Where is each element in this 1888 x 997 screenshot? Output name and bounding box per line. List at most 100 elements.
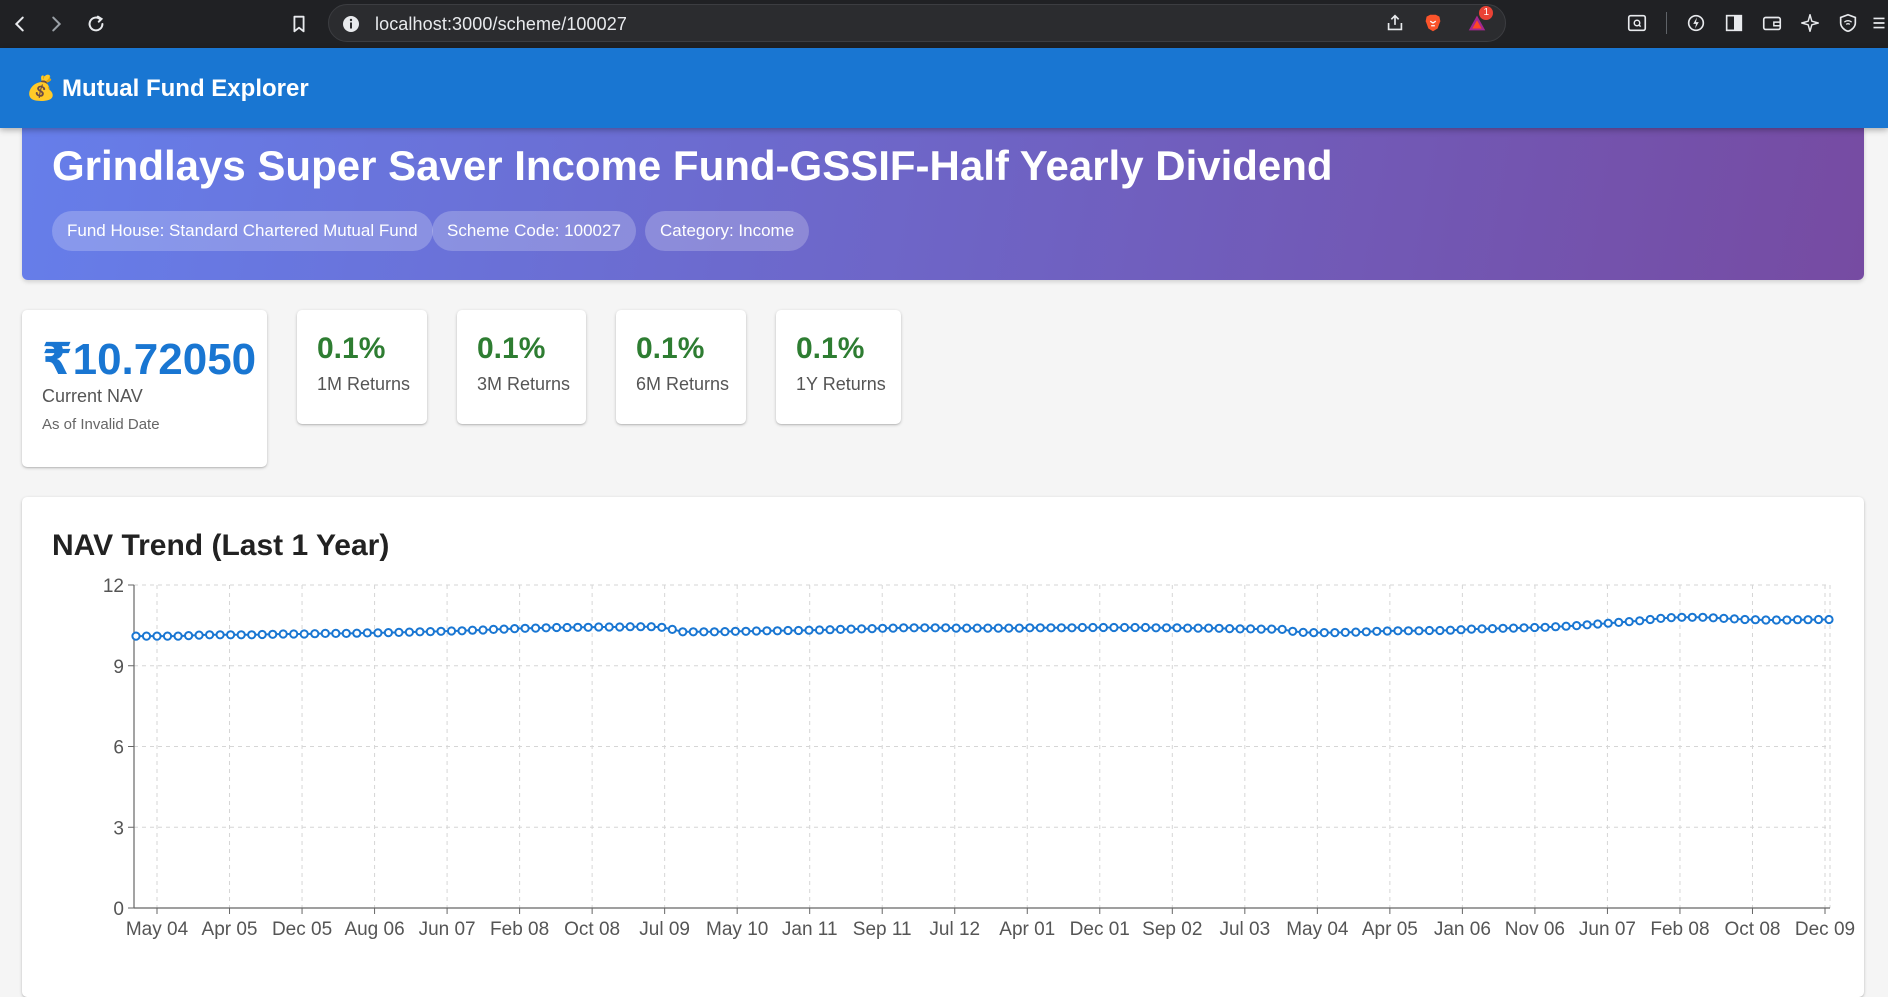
nav-data-point[interactable] xyxy=(1330,628,1340,638)
nav-data-point[interactable] xyxy=(278,629,288,639)
nav-data-point[interactable] xyxy=(1193,623,1203,633)
nav-data-point[interactable] xyxy=(1761,615,1771,625)
nav-data-point[interactable] xyxy=(1561,621,1571,631)
nav-data-point[interactable] xyxy=(394,627,404,637)
nav-data-point[interactable] xyxy=(1540,622,1550,632)
nav-data-point[interactable] xyxy=(646,622,656,632)
nav-data-point[interactable] xyxy=(1771,615,1782,625)
address-bar[interactable]: localhost:3000/scheme/100027 1 xyxy=(328,4,1506,42)
nav-data-point[interactable] xyxy=(1235,624,1245,634)
nav-data-point[interactable] xyxy=(1046,623,1056,633)
nav-data-point[interactable] xyxy=(478,625,488,635)
nav-data-point[interactable] xyxy=(1298,627,1308,637)
nav-data-point[interactable] xyxy=(236,630,246,640)
nav-data-point[interactable] xyxy=(226,630,236,640)
wallet-button[interactable] xyxy=(1758,9,1786,37)
nav-data-point[interactable] xyxy=(1225,624,1235,634)
nav-data-point[interactable] xyxy=(962,623,972,633)
nav-data-point[interactable] xyxy=(310,629,320,639)
nav-data-point[interactable] xyxy=(1424,625,1435,636)
nav-data-point[interactable] xyxy=(552,622,562,633)
nav-data-point[interactable] xyxy=(1487,624,1498,634)
nav-data-point[interactable] xyxy=(1151,623,1161,633)
nav-data-point[interactable] xyxy=(625,622,635,632)
nav-data-point[interactable] xyxy=(1466,624,1477,634)
nav-data-point[interactable] xyxy=(699,627,709,637)
nav-data-point[interactable] xyxy=(1098,622,1109,633)
nav-data-point[interactable] xyxy=(362,628,372,638)
nav-data-point[interactable] xyxy=(867,624,877,634)
vpn-button[interactable] xyxy=(1834,9,1862,37)
nav-data-point[interactable] xyxy=(615,622,625,632)
nav-data-point[interactable] xyxy=(1803,615,1813,625)
nav-data-point[interactable] xyxy=(1582,620,1592,630)
forward-button[interactable] xyxy=(40,8,72,40)
nav-data-point[interactable] xyxy=(184,631,194,641)
nav-data-point[interactable] xyxy=(1393,626,1403,636)
nav-data-point[interactable] xyxy=(1161,623,1172,633)
nav-data-point[interactable] xyxy=(1698,612,1708,622)
reload-button[interactable] xyxy=(80,8,112,40)
nav-data-point[interactable] xyxy=(720,627,730,637)
nav-data-point[interactable] xyxy=(1246,624,1256,634)
nav-data-point[interactable] xyxy=(951,623,961,633)
nav-data-point[interactable] xyxy=(1014,623,1024,633)
nav-data-point[interactable] xyxy=(1456,625,1466,635)
nav-data-point[interactable] xyxy=(499,624,509,634)
nav-data-point[interactable] xyxy=(741,626,751,636)
nav-data-point[interactable] xyxy=(467,625,478,635)
nav-data-point[interactable] xyxy=(1572,621,1582,631)
nav-data-point[interactable] xyxy=(709,627,720,637)
nav-data-point[interactable] xyxy=(1372,626,1382,636)
nav-data-point[interactable] xyxy=(141,631,152,641)
nav-data-point[interactable] xyxy=(1119,622,1130,633)
nav-data-point[interactable] xyxy=(1708,613,1718,623)
nav-data-point[interactable] xyxy=(446,626,457,636)
ai-assistant-button[interactable] xyxy=(1796,9,1824,37)
nav-data-point[interactable] xyxy=(320,628,330,638)
nav-data-point[interactable] xyxy=(1792,615,1803,625)
nav-data-point[interactable] xyxy=(1813,614,1824,625)
nav-data-point[interactable] xyxy=(1214,623,1224,633)
info-icon[interactable] xyxy=(341,14,361,34)
brave-shields-button[interactable] xyxy=(1419,9,1447,37)
share-button[interactable] xyxy=(1381,9,1409,37)
nav-data-point[interactable] xyxy=(1603,618,1613,628)
nav-data-point[interactable] xyxy=(1382,626,1392,636)
nav-data-point[interactable] xyxy=(436,626,446,636)
nav-data-point[interactable] xyxy=(257,629,267,640)
nav-data-point[interactable] xyxy=(783,625,793,636)
nav-data-point[interactable] xyxy=(1435,625,1445,636)
brave-rewards-button[interactable]: 1 xyxy=(1463,6,1493,37)
nav-data-point[interactable] xyxy=(530,623,541,633)
nav-data-point[interactable] xyxy=(1319,628,1329,638)
reader-mode-button[interactable] xyxy=(1623,9,1651,37)
nav-data-point[interactable] xyxy=(1267,624,1277,634)
sidebar-button[interactable] xyxy=(1720,9,1748,37)
nav-data-point[interactable] xyxy=(1624,617,1634,627)
nav-data-point[interactable] xyxy=(1666,613,1676,623)
nav-data-point[interactable] xyxy=(1740,614,1750,625)
nav-data-point[interactable] xyxy=(331,628,341,638)
nav-data-point[interactable] xyxy=(583,622,593,632)
nav-data-point[interactable] xyxy=(762,626,772,636)
nav-data-point[interactable] xyxy=(1140,622,1151,633)
nav-data-point[interactable] xyxy=(1782,615,1792,625)
nav-data-point[interactable] xyxy=(825,625,835,635)
nav-data-point[interactable] xyxy=(457,626,467,636)
back-button[interactable] xyxy=(4,8,36,40)
nav-data-point[interactable] xyxy=(1824,614,1834,625)
nav-data-point[interactable] xyxy=(667,624,677,634)
nav-data-point[interactable] xyxy=(1530,622,1540,633)
nav-data-point[interactable] xyxy=(1035,623,1045,633)
nav-data-point[interactable] xyxy=(573,622,583,632)
nav-data-point[interactable] xyxy=(1088,622,1098,633)
nav-data-point[interactable] xyxy=(488,624,499,634)
nav-data-point[interactable] xyxy=(510,624,520,634)
nav-data-point[interactable] xyxy=(247,630,257,640)
nav-data-point[interactable] xyxy=(1635,616,1645,626)
nav-data-point[interactable] xyxy=(730,626,741,636)
menu-button[interactable] xyxy=(1870,9,1888,37)
nav-data-point[interactable] xyxy=(1719,613,1729,624)
nav-data-point[interactable] xyxy=(1277,624,1287,634)
